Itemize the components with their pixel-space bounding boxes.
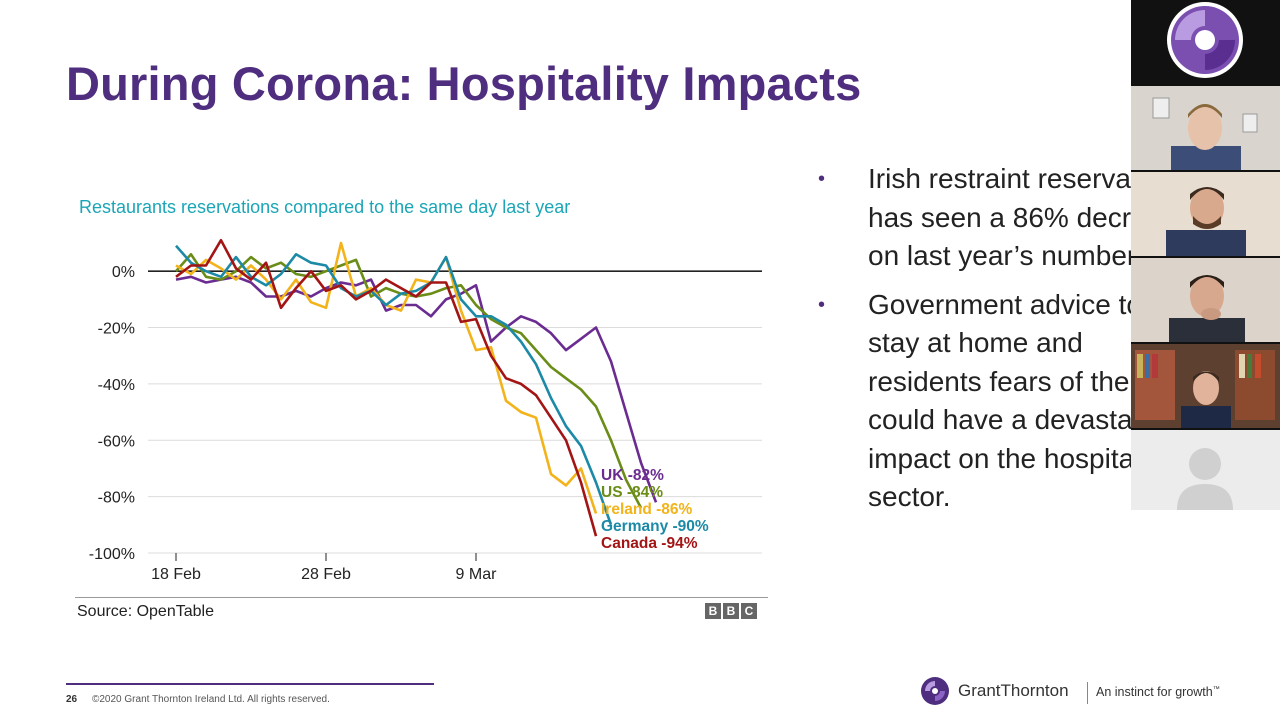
- y-tick-label: -80%: [98, 490, 135, 507]
- bullet-dot-icon: •: [818, 168, 826, 190]
- series-end-label: Canada -94%: [601, 535, 698, 552]
- x-tick-label: 18 Feb: [151, 566, 201, 583]
- chart-source: Source: OpenTable: [77, 603, 214, 620]
- person-silhouette-icon: [1131, 258, 1280, 342]
- reservations-line-chart: 0% -20% -40% -60% -80% -100% 18 Feb 28 Feb 9 Mar…: [89, 238, 762, 583]
- brand-tagline: An instinct for growth™: [1096, 685, 1220, 699]
- participant-5-no-video[interactable]: [1131, 430, 1280, 510]
- brand-separator: [1087, 682, 1088, 704]
- participant-4-video[interactable]: [1131, 344, 1280, 428]
- y-tick-label: -20%: [98, 321, 135, 338]
- bookshelf-background-icon: [1131, 344, 1280, 428]
- participant-1-video[interactable]: [1131, 86, 1280, 170]
- grant-thornton-logo-icon: [921, 677, 949, 705]
- bbc-letter: C: [741, 603, 757, 619]
- participant-3-video[interactable]: [1131, 258, 1280, 342]
- page-number: 26: [66, 694, 78, 705]
- source-divider: [75, 597, 768, 598]
- y-tick-label: -60%: [98, 433, 135, 450]
- person-silhouette-icon: [1131, 86, 1280, 170]
- default-avatar-icon: [1131, 430, 1280, 510]
- copyright-text: ©2020 Grant Thornton Ireland Ltd. All ri…: [92, 694, 330, 705]
- series-end-label: UK -82%: [601, 467, 664, 484]
- series-line-ireland: [175, 241, 598, 514]
- series-line-uk: [175, 275, 658, 503]
- participant-2-video[interactable]: [1131, 172, 1280, 256]
- y-tick-label: 0%: [112, 264, 135, 281]
- x-tick-label: 9 Mar: [456, 566, 498, 583]
- brand-name: GrantThornton: [958, 681, 1069, 700]
- y-tick-label: -40%: [98, 377, 135, 394]
- x-tick-label: 28 Feb: [301, 566, 351, 583]
- bullet-dot-icon: •: [818, 293, 826, 316]
- grant-thornton-swirl-icon: [1167, 2, 1243, 78]
- slide-title: During Corona: Hospitality Impacts: [66, 57, 862, 110]
- series-line-canada: [175, 238, 598, 537]
- footer-divider: [66, 683, 434, 685]
- y-tick-label: -100%: [89, 546, 135, 563]
- bullet-text: Government advice to stay at home and re…: [868, 288, 1197, 513]
- series-end-label: US -84%: [601, 484, 663, 501]
- series-end-label: Ireland -86%: [601, 501, 693, 518]
- bbc-letter: B: [705, 603, 721, 619]
- series-line-germany: [175, 244, 613, 526]
- brand-tagline-text: An instinct for growth: [1096, 685, 1213, 699]
- grant-thornton-logo-tile[interactable]: [1131, 0, 1280, 84]
- bbc-letter: B: [723, 603, 739, 619]
- trademark: ™: [1212, 685, 1220, 693]
- bbc-logo: B B C: [705, 603, 757, 619]
- person-silhouette-icon: [1131, 172, 1280, 256]
- bullet-item: • Government advice to stay at home and …: [818, 286, 1198, 517]
- chart-subtitle: Restaurants reservations compared to the…: [79, 197, 571, 217]
- series-end-label: Germany -90%: [601, 518, 709, 535]
